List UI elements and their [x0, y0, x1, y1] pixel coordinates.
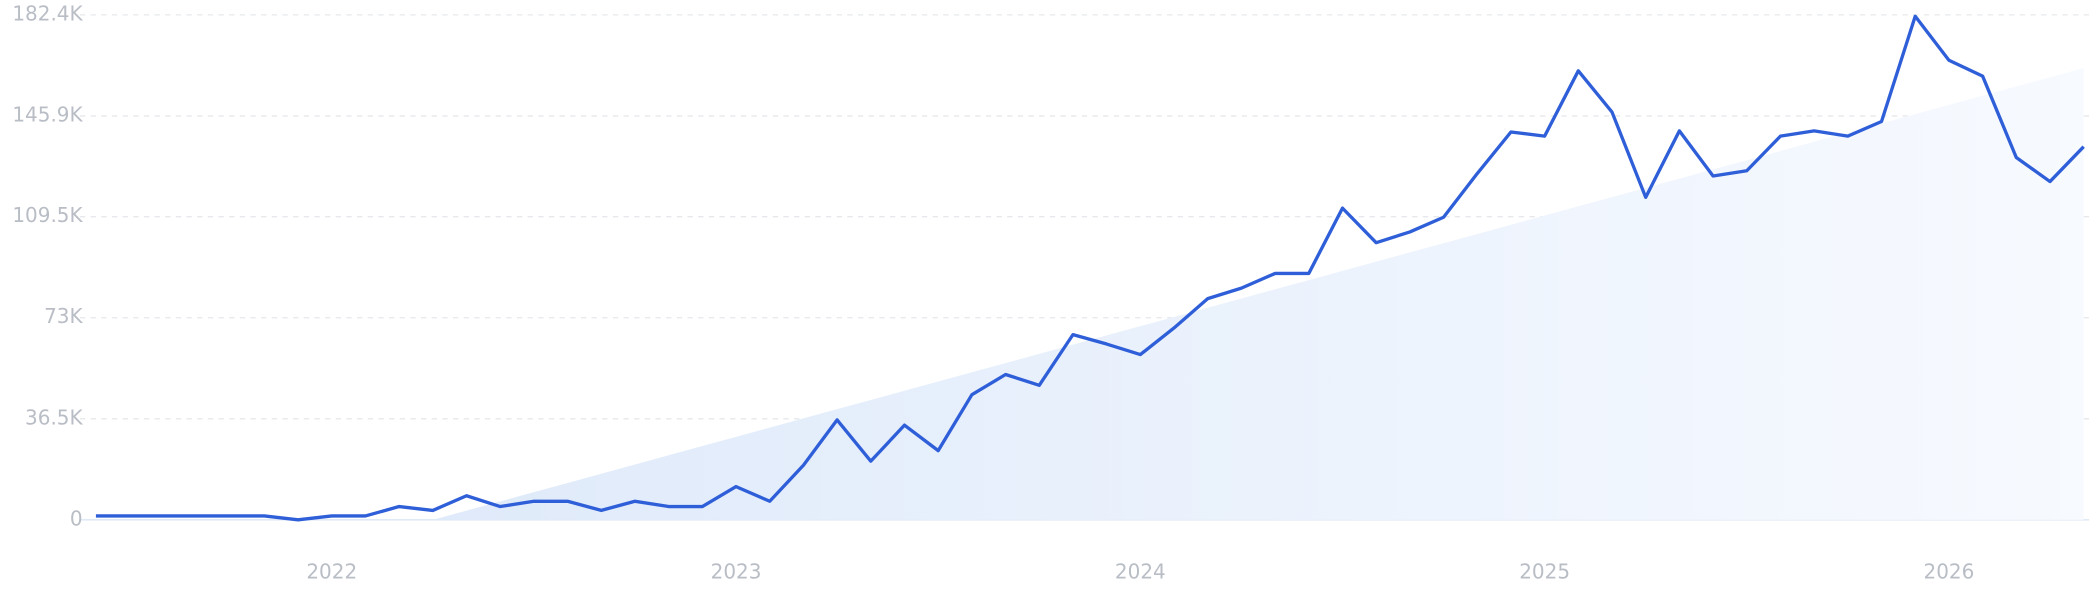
line: [95, 14, 2085, 522]
y-tick-label: 145.9K: [12, 102, 83, 126]
x-tick-label: 2024: [1115, 560, 1166, 584]
x-tick-label: 2026: [1923, 560, 1974, 584]
y-tick-label: 73K: [44, 304, 83, 328]
x-tick-label: 2025: [1519, 560, 1570, 584]
y-tick-label: 109.5K: [12, 203, 83, 227]
y-tick-label: 36.5K: [25, 405, 83, 429]
y-tick-label: 182.4K: [12, 1, 83, 25]
y-tick-label: 0: [70, 506, 83, 530]
x-tick-label: 2023: [711, 560, 762, 584]
x-tick-label: 2022: [306, 560, 357, 584]
